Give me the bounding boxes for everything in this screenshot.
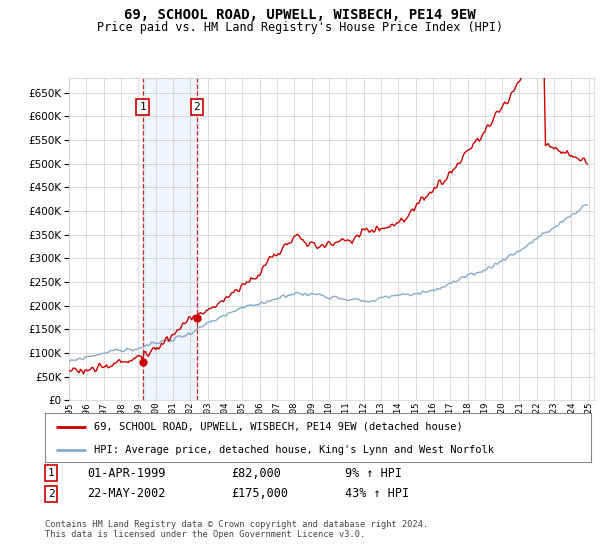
Text: Price paid vs. HM Land Registry's House Price Index (HPI): Price paid vs. HM Land Registry's House … <box>97 21 503 34</box>
Bar <box>143 78 197 400</box>
Text: 69, SCHOOL ROAD, UPWELL, WISBECH, PE14 9EW (detached house): 69, SCHOOL ROAD, UPWELL, WISBECH, PE14 9… <box>94 422 463 432</box>
Text: 2: 2 <box>47 489 55 499</box>
Text: HPI: Average price, detached house, King's Lynn and West Norfolk: HPI: Average price, detached house, King… <box>94 445 494 455</box>
Text: 43% ↑ HPI: 43% ↑ HPI <box>345 487 409 501</box>
Text: 69, SCHOOL ROAD, UPWELL, WISBECH, PE14 9EW: 69, SCHOOL ROAD, UPWELL, WISBECH, PE14 9… <box>124 8 476 22</box>
Text: £82,000: £82,000 <box>231 466 281 480</box>
Text: 1: 1 <box>139 102 146 112</box>
Text: 01-APR-1999: 01-APR-1999 <box>87 466 166 480</box>
Text: 9% ↑ HPI: 9% ↑ HPI <box>345 466 402 480</box>
Text: 1: 1 <box>47 468 55 478</box>
Text: 22-MAY-2002: 22-MAY-2002 <box>87 487 166 501</box>
Text: 2: 2 <box>193 102 200 112</box>
Text: £175,000: £175,000 <box>231 487 288 501</box>
Text: Contains HM Land Registry data © Crown copyright and database right 2024.
This d: Contains HM Land Registry data © Crown c… <box>45 520 428 539</box>
